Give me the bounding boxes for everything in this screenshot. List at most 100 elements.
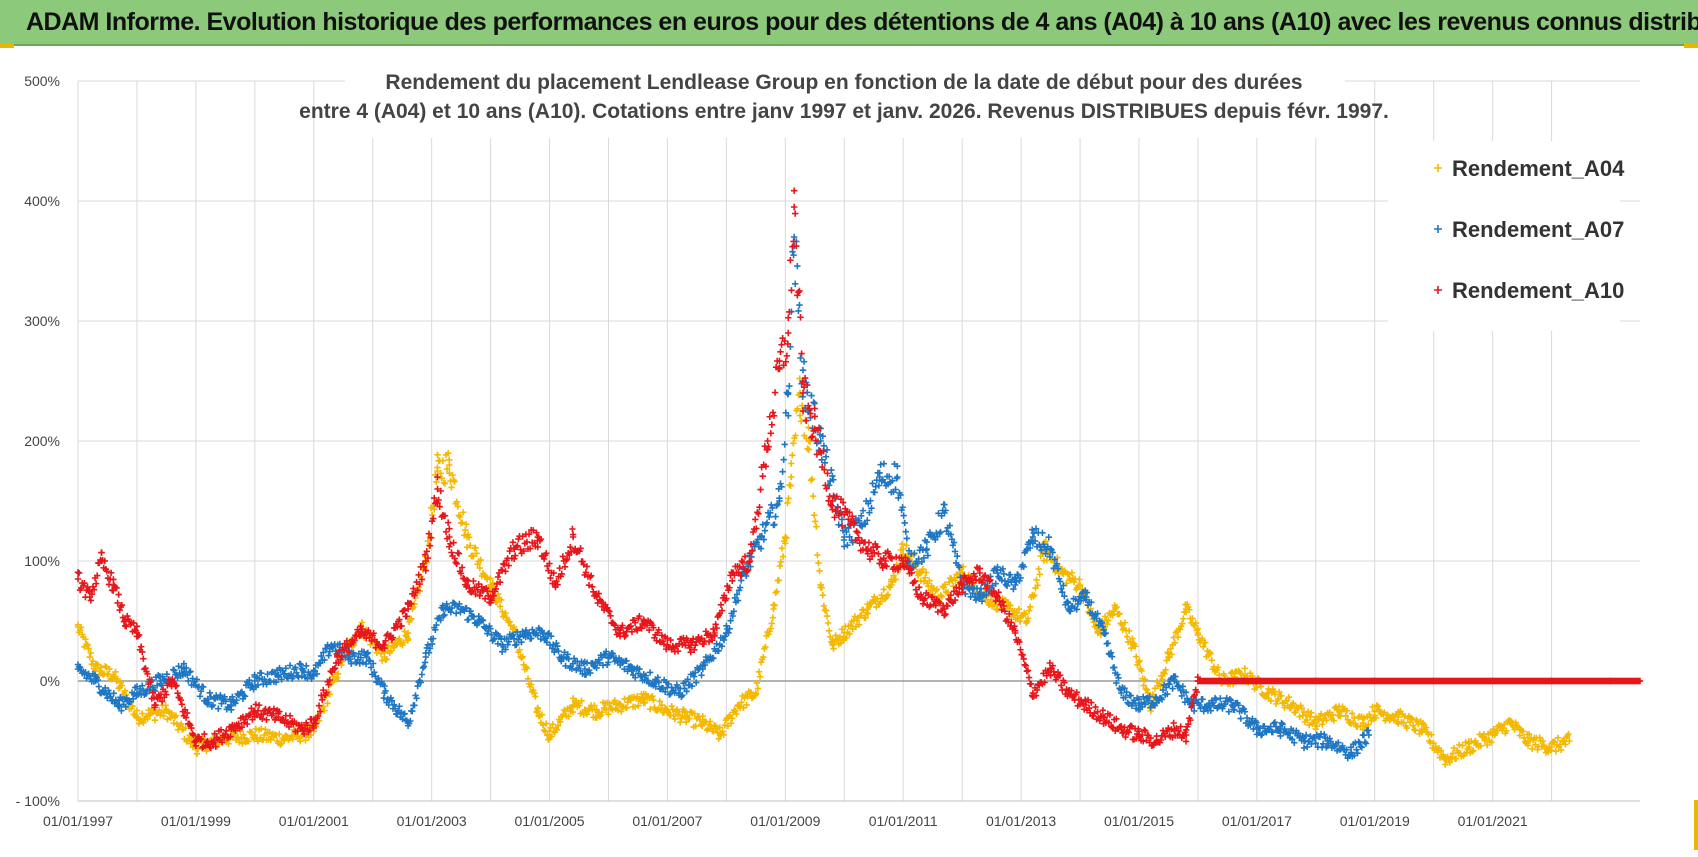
data-point: [496, 603, 504, 610]
data-point: [646, 669, 654, 676]
data-point: [324, 700, 331, 707]
data-point: [410, 585, 417, 592]
data-point: [528, 635, 535, 642]
data-point: [726, 712, 734, 719]
data-point: [388, 697, 396, 705]
data-point: [919, 565, 927, 573]
data-point: [238, 723, 246, 731]
data-point: [129, 702, 136, 710]
data-point: [668, 702, 675, 710]
data-point: [1010, 585, 1017, 593]
data-point: [753, 679, 761, 687]
data-point: [1562, 741, 1569, 748]
data-point: [118, 682, 126, 689]
data-point: [514, 542, 521, 549]
data-point: [812, 518, 819, 525]
data-point: [245, 681, 252, 688]
data-point: [631, 703, 639, 711]
data-point: [830, 476, 837, 483]
frame-corner-bottom-right: [1694, 800, 1698, 850]
data-point: [502, 568, 509, 575]
data-point: [306, 726, 313, 734]
data-point: [492, 585, 500, 593]
data-point: [272, 678, 280, 686]
data-point: [326, 648, 333, 655]
data-point: [463, 521, 470, 528]
data-point: [1036, 571, 1043, 578]
data-point: [847, 622, 854, 629]
data-point: [459, 509, 467, 516]
data-point: [598, 708, 606, 716]
data-point: [1312, 719, 1320, 727]
data-point: [1300, 737, 1308, 745]
data-point: [823, 446, 831, 454]
x-tick-label: 01/01/2011: [869, 813, 938, 829]
data-point: [1028, 526, 1036, 533]
data-point: [1411, 726, 1418, 733]
data-point: [204, 737, 211, 745]
data-point: [732, 707, 739, 715]
data-point: [1225, 708, 1233, 715]
data-point: [414, 682, 421, 690]
data-point: [1016, 618, 1024, 625]
data-point: [1318, 721, 1326, 728]
data-point: [617, 701, 624, 709]
data-point: [609, 650, 616, 657]
data-point: [469, 587, 476, 595]
data-point: [221, 693, 228, 701]
data-point: [422, 567, 429, 574]
data-point: [889, 477, 896, 485]
data-point: [467, 542, 474, 549]
data-point: [1161, 670, 1168, 677]
data-point: [758, 533, 765, 541]
data-point: [483, 587, 491, 595]
data-point: [1302, 712, 1310, 719]
data-point: [1182, 689, 1190, 696]
data-point: [565, 713, 572, 720]
data-point: [941, 509, 948, 517]
data-point: [538, 711, 546, 718]
data-point: [843, 634, 850, 642]
data-point: [1230, 701, 1237, 709]
data-point: [1298, 704, 1305, 712]
data-point: [1291, 739, 1298, 746]
data-point: [260, 711, 267, 718]
data-point: [783, 534, 790, 542]
data-point: [505, 562, 512, 569]
data-point: [900, 512, 907, 519]
data-point: [1054, 565, 1062, 572]
data-point: [414, 587, 421, 594]
data-point: [134, 633, 142, 640]
data-point: [428, 640, 436, 648]
data-point: [450, 539, 457, 546]
data-point: [1182, 605, 1190, 613]
data-point: [623, 704, 630, 712]
data-point: [526, 545, 534, 552]
data-point: [671, 715, 679, 723]
data-point: [1051, 556, 1059, 563]
data-point: [1118, 689, 1125, 697]
data-point: [723, 629, 730, 637]
data-point: [880, 460, 888, 467]
data-point: [90, 586, 98, 593]
data-point: [149, 689, 157, 696]
data-point: [1446, 759, 1453, 766]
data-point: [1503, 727, 1510, 735]
data-point: [243, 720, 251, 728]
data-point: [877, 461, 884, 468]
data-point: [171, 667, 178, 674]
data-point: [193, 750, 201, 757]
data-point: [1115, 674, 1122, 682]
data-point: [519, 653, 526, 660]
data-point: [463, 604, 470, 612]
data-point: [813, 523, 820, 530]
data-point: [1422, 724, 1430, 731]
data-point: [1035, 565, 1042, 573]
data-point: [743, 701, 750, 709]
data-point: [691, 669, 699, 676]
data-point: [836, 633, 844, 641]
data-point: [1372, 714, 1380, 722]
data-point: [1122, 694, 1129, 701]
data-point: [114, 599, 121, 607]
data-point: [509, 539, 517, 546]
